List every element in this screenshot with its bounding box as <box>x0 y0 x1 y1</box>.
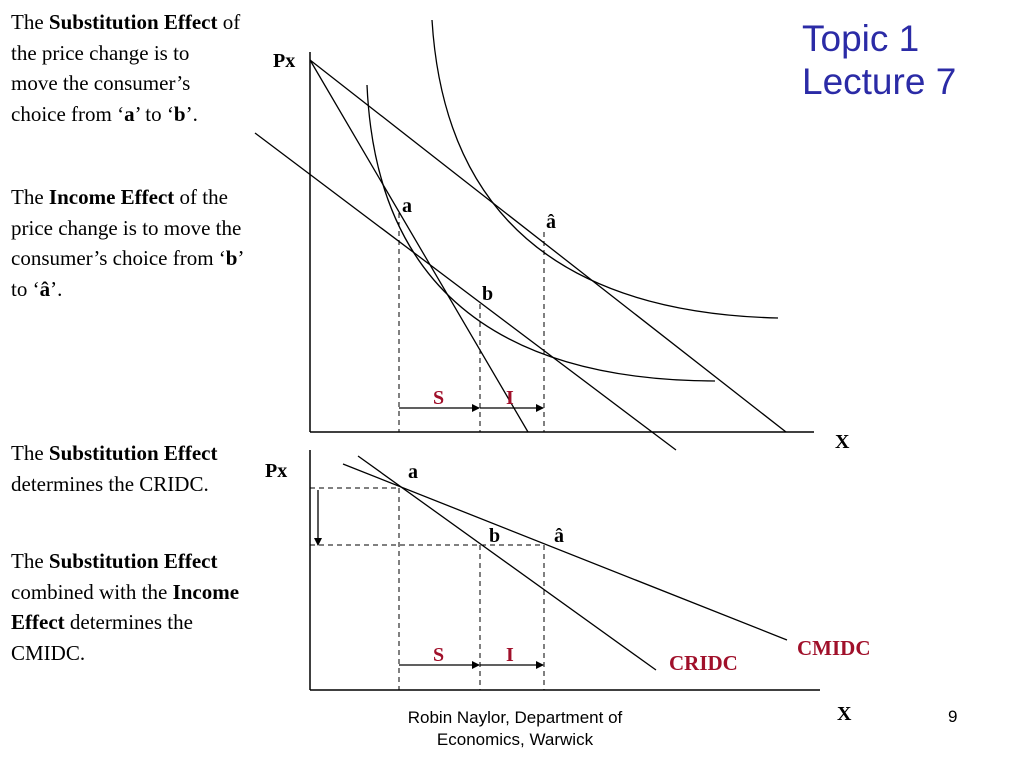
indifference-curve-high <box>431 19 779 319</box>
cmidc-curve <box>342 463 788 641</box>
cridc-label: CRIDC <box>669 651 738 675</box>
text-substitution-effect-move: The Substitution Effect of the price cha… <box>11 10 241 126</box>
original-budget-line <box>309 59 529 433</box>
bottom-label-i: I <box>506 644 514 666</box>
bottom-label-s: S <box>433 644 444 666</box>
new-budget-line <box>309 59 787 433</box>
bottom-point-a: a <box>408 461 418 483</box>
bottom-diagram: Px X a b â S I CMIDC CRIDC <box>265 450 871 725</box>
top-label-s: S <box>433 387 444 409</box>
text-income-effect-move: The Income Effect of the price change is… <box>11 185 243 301</box>
top-point-ahat: â <box>546 211 556 233</box>
indifference-curve-low <box>366 84 716 382</box>
title-line-2: Lecture 7 <box>802 61 957 102</box>
top-y-axis-label: Px <box>273 50 295 72</box>
page-number: 9 <box>948 707 958 726</box>
top-label-i: I <box>506 387 514 409</box>
top-x-axis-label: X <box>835 431 850 453</box>
top-point-a: a <box>402 195 412 217</box>
bottom-point-ahat: â <box>554 525 564 547</box>
top-point-b: b <box>482 283 493 305</box>
cridc-curve <box>357 455 657 671</box>
bottom-x-axis-label: X <box>837 703 852 725</box>
text-substitution-cridc: The Substitution Effect determines the C… <box>11 441 218 496</box>
footer-line-1: Robin Naylor, Department of <box>407 708 623 727</box>
bottom-point-b: b <box>489 525 500 547</box>
cmidc-label: CMIDC <box>797 636 871 660</box>
top-diagram: Px X a â b S I <box>254 19 850 453</box>
slide-title: Topic 1 Lecture 7 <box>802 17 956 103</box>
footer-line-2: Economics, Warwick <box>436 730 594 749</box>
text-substitution-income-cmidc: The Substitution Effect combined with th… <box>11 549 240 665</box>
footer-credit: Robin Naylor, Department of Economics, W… <box>365 707 665 751</box>
bottom-y-axis-label: Px <box>265 460 287 482</box>
title-line-1: Topic 1 <box>802 18 920 59</box>
compensated-budget-line <box>254 132 677 451</box>
